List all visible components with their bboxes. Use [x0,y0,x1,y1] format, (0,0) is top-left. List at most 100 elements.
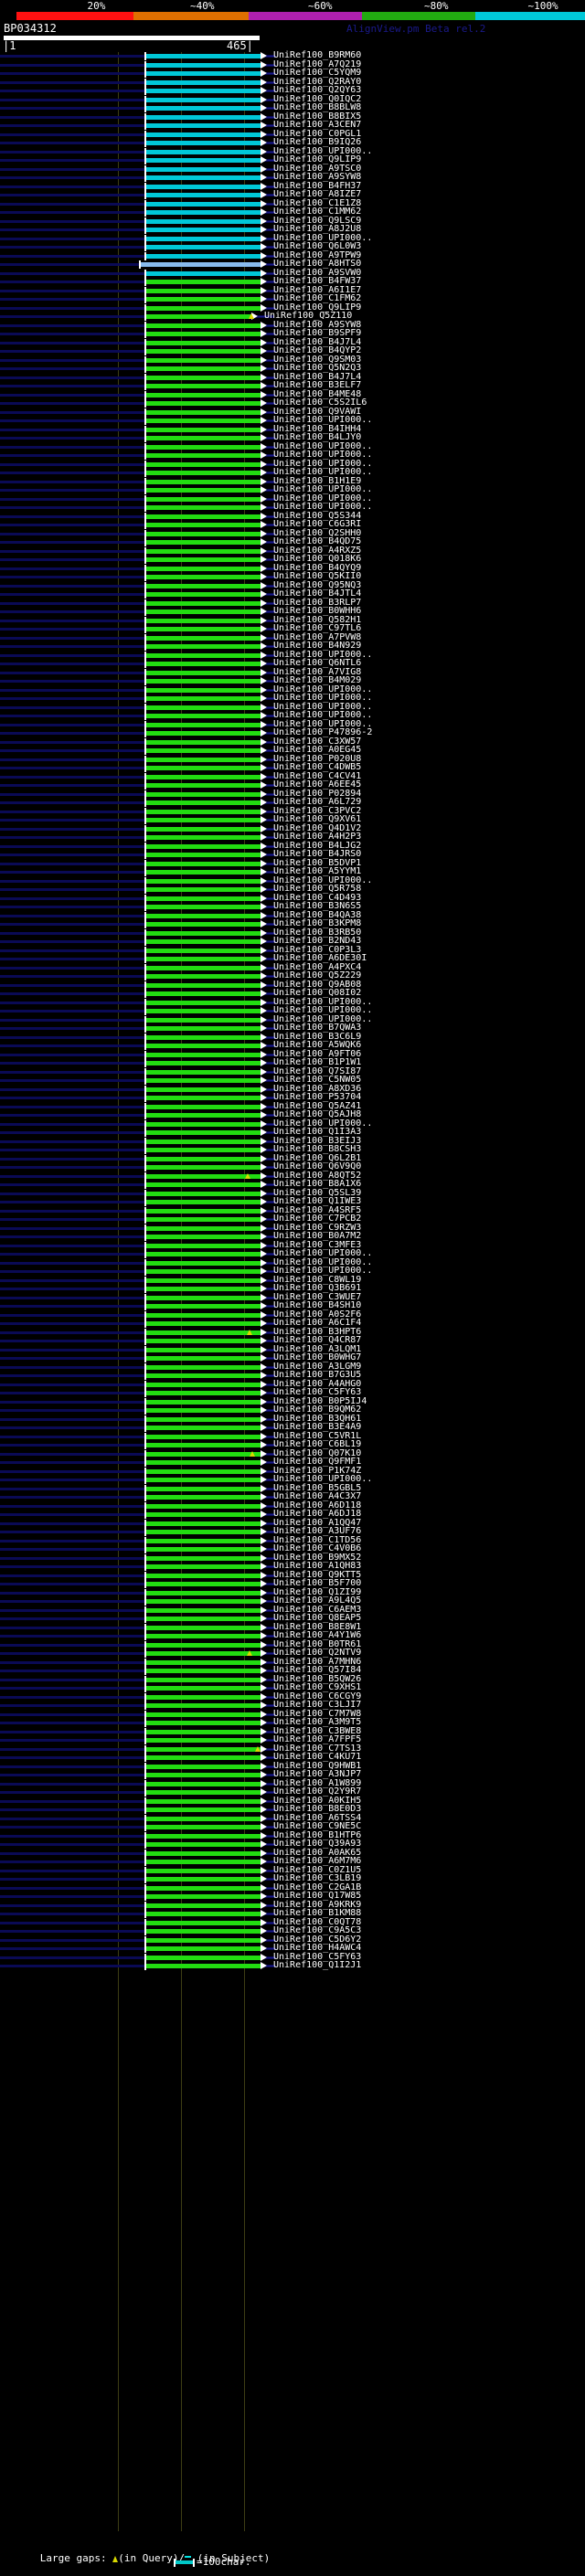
hit-accession-label[interactable]: UniRef100_B4QA38 [273,909,362,920]
hit-accession-label[interactable]: UniRef100_Q3B691 [273,1283,362,1293]
hit-accession-label[interactable]: UniRef100_A1W899 [273,1777,362,1788]
alignment-hit-row[interactable]: UniRef100_Q5SL39 [0,1188,585,1199]
hit-alignment-bar[interactable] [146,1790,261,1795]
hit-alignment-bar[interactable] [146,1773,261,1777]
alignment-hit-row[interactable]: UniRef100_B0WHH6 [0,606,585,617]
hit-alignment-bar[interactable] [146,505,261,510]
alignment-hit-row[interactable]: UniRef100_A4H2P3 [0,832,585,843]
alignment-hit-row[interactable]: UniRef100_A6L729 [0,797,585,808]
hit-alignment-bar[interactable] [146,618,261,623]
hit-accession-label[interactable]: UniRef100_B4QYQ9 [273,562,362,573]
hit-alignment-bar[interactable] [146,1564,261,1569]
hit-alignment-bar[interactable] [146,488,261,493]
hit-alignment-bar[interactable] [146,843,261,849]
hit-alignment-bar[interactable] [146,141,261,145]
hit-accession-label[interactable]: UniRef100_B8A1X6 [273,1179,362,1189]
hit-accession-label[interactable]: UniRef100_A7VIG8 [273,666,362,677]
hit-accession-label[interactable]: UniRef100_A4PXC4 [273,961,362,972]
alignment-hit-row[interactable]: UniRef100_B4J7L4 [0,337,585,348]
hit-alignment-bar[interactable] [146,1312,261,1318]
alignment-hit-row[interactable]: UniRef100_Q2SHH0 [0,528,585,539]
alignment-hit-row[interactable]: UniRef100_Q9SM03 [0,355,585,366]
alignment-hit-row[interactable]: UniRef100_C0QT78 [0,1917,585,1928]
alignment-hit-row[interactable]: UniRef100_Q5AZ41 [0,1101,585,1112]
alignment-hit-row[interactable]: UniRef100_UPI000.. [0,1474,585,1485]
hit-accession-label[interactable]: UniRef100_Q6L0W3 [273,241,362,251]
alignment-hit-row[interactable]: UniRef100_B0A7M2 [0,1231,585,1242]
alignment-hit-row[interactable]: UniRef100_B4FW37 [0,276,585,287]
hit-alignment-bar[interactable] [146,1113,261,1118]
alignment-hit-row[interactable]: UniRef100_B8A1X6 [0,1179,585,1190]
hit-accession-label[interactable]: UniRef100_UPI000.. [273,232,373,243]
hit-accession-label[interactable]: UniRef100_Q39A93 [273,1839,362,1849]
hit-accession-label[interactable]: UniRef100_C7PCB2 [273,1214,362,1224]
alignment-hit-row[interactable]: UniRef100_UPI000.. [0,719,585,730]
hit-alignment-bar[interactable] [146,1191,261,1196]
hit-alignment-bar[interactable] [146,1460,261,1465]
alignment-hit-row[interactable]: UniRef100_UPI000.. [0,232,585,244]
hit-alignment-bar[interactable] [146,280,261,284]
hit-accession-label[interactable]: UniRef100_C3LJI7 [273,1700,362,1710]
hit-accession-label[interactable]: UniRef100_A7PVW8 [273,631,362,642]
hit-alignment-bar[interactable] [146,1607,261,1613]
alignment-hit-row[interactable]: UniRef100_C1FM62 [0,293,585,304]
hit-alignment-bar[interactable] [146,1295,261,1300]
hit-accession-label[interactable]: UniRef100_C3WUE7 [273,1291,362,1302]
hit-accession-label[interactable]: UniRef100_C3XW57 [273,736,362,747]
hit-alignment-bar[interactable] [146,1391,261,1395]
hit-accession-label[interactable]: UniRef100_B8BLW8 [273,102,362,112]
hit-alignment-bar[interactable] [146,1538,261,1543]
alignment-hit-row[interactable]: UniRef100_B3EIJ3 [0,1136,585,1147]
hit-alignment-bar[interactable] [146,62,261,68]
hit-alignment-bar[interactable] [146,427,261,432]
hit-alignment-bar[interactable] [146,1252,261,1256]
hit-accession-label[interactable]: UniRef100_Q9FMF1 [273,1457,362,1467]
hit-accession-label[interactable]: UniRef100_A9SVW0 [273,267,362,278]
alignment-hit-row[interactable]: UniRef100_C97TL6 [0,623,585,634]
alignment-hit-row[interactable]: UniRef100_Q57I84 [0,1665,585,1676]
hit-alignment-bar[interactable] [146,818,261,822]
alignment-hit-row[interactable]: UniRef100_B0WHG7 [0,1352,585,1363]
hit-accession-label[interactable]: UniRef100_A3LQM1 [273,1343,362,1354]
alignment-hit-row[interactable]: UniRef100_Q08I02 [0,988,585,999]
hit-accession-label[interactable]: UniRef100_Q2NTV9 [273,1648,362,1658]
hit-accession-label[interactable]: UniRef100_A9KRK9 [273,1899,362,1910]
hit-accession-label[interactable]: UniRef100_B3C6L9 [273,1031,362,1042]
alignment-hit-row[interactable]: UniRef100_C6G3RI [0,519,585,530]
hit-accession-label[interactable]: UniRef100_A8J2U8 [273,224,362,234]
hit-alignment-bar[interactable] [146,71,261,76]
alignment-hit-row[interactable]: UniRef100_Q8EAP5 [0,1613,585,1624]
hit-alignment-bar[interactable] [146,357,261,363]
hit-accession-label[interactable]: UniRef100_B0TR61 [273,1638,362,1649]
alignment-hit-row[interactable]: UniRef100_A6TSS4 [0,1813,585,1824]
alignment-hit-row[interactable]: UniRef100_A5YYM1 [0,866,585,877]
alignment-hit-row[interactable]: UniRef100_Q5Z229 [0,970,585,981]
hit-alignment-bar[interactable] [146,1451,261,1457]
hit-alignment-bar[interactable] [146,1798,261,1804]
hit-alignment-bar[interactable] [146,184,261,189]
hit-accession-label[interactable]: UniRef100_B3QH61 [273,1413,362,1424]
hit-alignment-bar[interactable] [146,175,261,180]
alignment-hit-row[interactable]: UniRef100_Q2QY63 [0,85,585,96]
hit-accession-label[interactable]: UniRef100_Q2QY63 [273,85,362,95]
hit-accession-label[interactable]: UniRef100_Q6NTL6 [273,658,362,668]
alignment-hit-row[interactable]: UniRef100_Q9FMF1 [0,1457,585,1468]
alignment-hit-row[interactable]: UniRef100_B4IHH4 [0,424,585,435]
hit-alignment-bar[interactable] [146,1034,261,1040]
hit-accession-label[interactable]: UniRef100_Q17W85 [273,1891,362,1901]
hit-alignment-bar[interactable] [146,1694,261,1700]
alignment-hit-row[interactable]: UniRef100_A9L4Q5 [0,1595,585,1606]
alignment-hit-row[interactable]: UniRef100_Q07K10 [0,1448,585,1459]
alignment-hit-row[interactable]: UniRef100_Q6V9Q0 [0,1161,585,1172]
alignment-hit-row[interactable]: UniRef100_Q9LIP9 [0,154,585,165]
hit-accession-label[interactable]: UniRef100_Q9VAWI [273,406,362,417]
alignment-hit-row[interactable]: UniRef100_C4CV41 [0,771,585,782]
hit-accession-label[interactable]: UniRef100_C6CGY9 [273,1691,362,1701]
hit-accession-label[interactable]: UniRef100_B5DVP1 [273,857,362,868]
alignment-hit-row[interactable]: UniRef100_P02894 [0,789,585,800]
hit-alignment-bar[interactable] [146,583,261,588]
hit-accession-label[interactable]: UniRef100_B3HPT6 [273,1326,362,1337]
hit-alignment-bar[interactable] [146,1738,261,1743]
hit-alignment-bar[interactable] [146,913,261,918]
hit-alignment-bar[interactable] [146,461,261,467]
